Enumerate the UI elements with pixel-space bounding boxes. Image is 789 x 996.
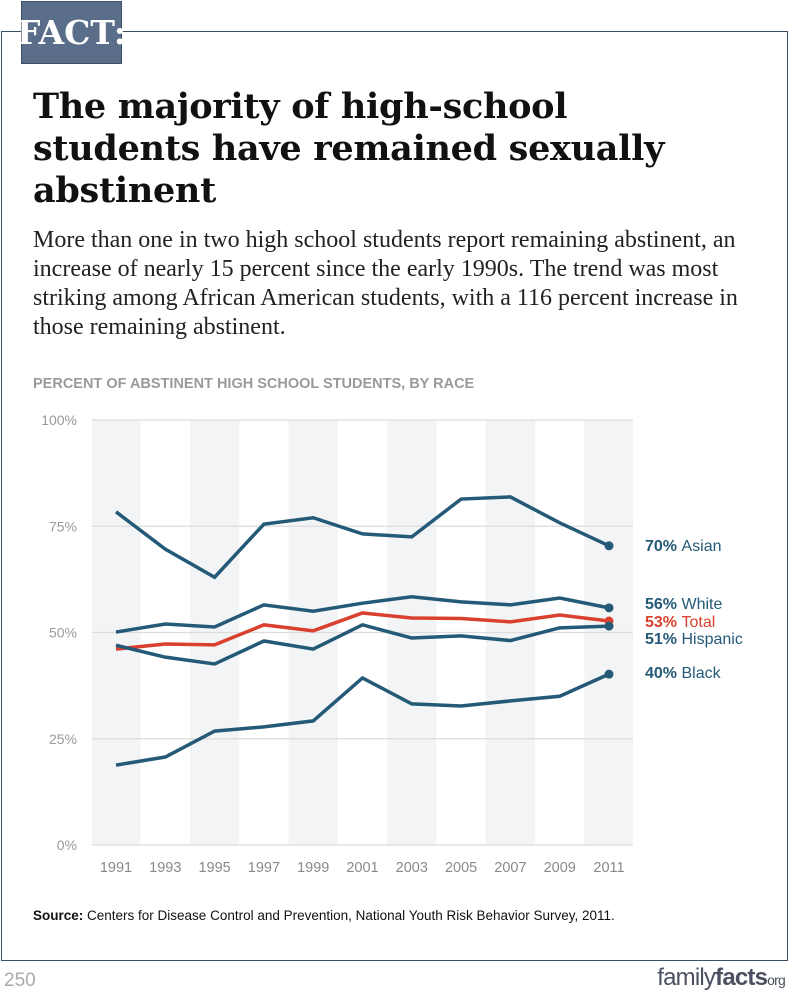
x-tick-label: 2007	[494, 860, 526, 876]
logo-part: family	[657, 964, 716, 991]
x-tick-label: 1995	[198, 860, 230, 876]
y-tick-label: 0%	[57, 837, 77, 853]
x-tick-label: 2003	[396, 860, 428, 876]
series-label-asian: 70% Asian	[645, 538, 722, 555]
frame	[1, 31, 788, 961]
description: More than one in two high school student…	[33, 227, 738, 340]
series-line-black	[115, 672, 610, 767]
end-point-asian	[604, 541, 614, 551]
y-tick-label: 75%	[49, 518, 77, 534]
series-label-black: 40% Black	[645, 665, 722, 682]
end-point-white	[604, 603, 614, 613]
source-text: Centers for Disease Control and Preventi…	[83, 908, 615, 923]
series-line-hispanic	[115, 622, 610, 666]
logo-part: facts	[715, 964, 768, 991]
series-line-asian	[114, 495, 610, 580]
x-tick-label: 2009	[544, 860, 576, 876]
y-tick-label: 50%	[49, 625, 77, 641]
y-tick-label: 25%	[49, 731, 77, 747]
x-tick-label: 2005	[445, 860, 477, 876]
x-tick-label: 1999	[297, 860, 329, 876]
familyfacts-logo[interactable]: familyfactsorg	[657, 964, 786, 992]
end-point-hispanic	[604, 621, 614, 631]
logo-part: org	[767, 972, 786, 988]
x-tick-label: 1993	[149, 860, 181, 876]
fact-badge: FACT:	[17, 1, 126, 64]
page-number: 250	[4, 970, 36, 991]
series-label-white: 56% White	[645, 596, 722, 613]
x-tick-label: 2011	[593, 860, 624, 876]
series-label-hispanic: 51% Hispanic	[645, 631, 743, 648]
headline: The majority of high-school students hav…	[33, 86, 665, 211]
x-tick-label: 1991	[100, 860, 132, 876]
y-tick-label: 100%	[41, 412, 77, 428]
source-label: Source:	[33, 908, 84, 923]
end-point-black	[604, 669, 614, 679]
chart-title: PERCENT OF ABSTINENT HIGH SCHOOL STUDENT…	[33, 376, 475, 392]
source-note: Source: Centers for Disease Control and …	[33, 908, 615, 923]
series-label-total: 53% Total	[645, 614, 715, 631]
x-tick-label: 1997	[248, 860, 280, 876]
series-line-total	[115, 611, 610, 651]
series-line-white	[115, 595, 610, 634]
x-tick-label: 2001	[346, 860, 378, 876]
